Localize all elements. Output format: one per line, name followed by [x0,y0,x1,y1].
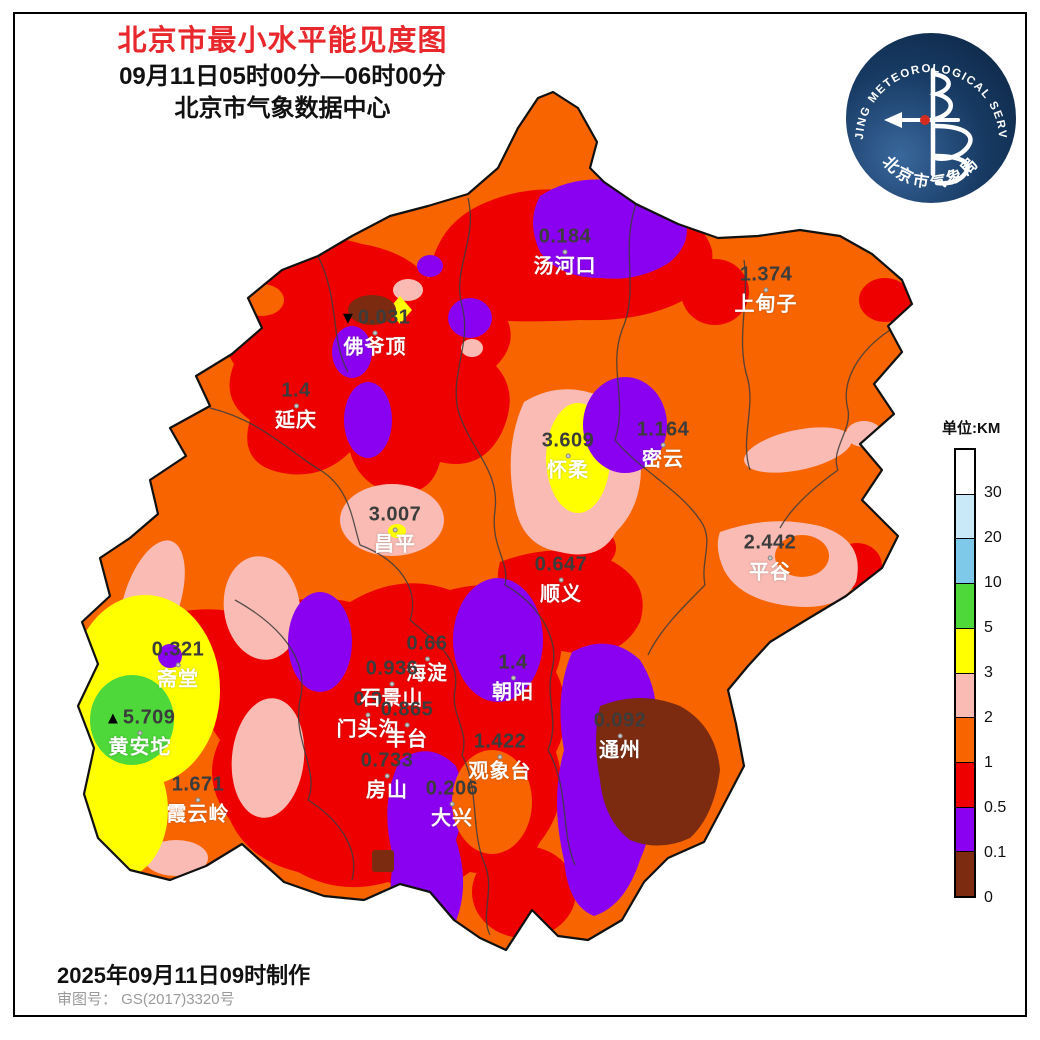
legend-unit-label: 单位:KM [942,420,1001,437]
contour-brown [348,295,720,872]
legend-segment-5 [956,584,974,629]
title-block: 北京市最小水平能见度图 09月11日05时00分—06时00分 北京市气象数据中… [60,24,505,123]
contour-patches [78,136,911,945]
bms-logo: BEIJING METEOROLOGICAL SERVICE 北京市气象局 [838,28,1016,203]
legend-segment-0.1 [956,807,974,853]
legend-tick-label: 30 [984,484,1002,501]
legend-bar [954,448,976,898]
legend-segment-10 [956,539,974,585]
legend-labels: 30 20 10 5 3 2 1 0.5 0.1 0 [984,448,1034,908]
legend-segment-3 [956,628,974,674]
legend-tick-label: 10 [984,574,1002,591]
creation-time: 2025年09月11日09时制作 [57,963,311,988]
legend-segment-0 [956,852,974,897]
legend-tick-label: 20 [984,529,1002,546]
legend-tick-label: 0.1 [984,844,1007,861]
legend-tick-label: 2 [984,709,993,726]
legend-segment-2 [956,673,974,719]
legend-tick-label: 1 [984,754,993,771]
legend-tick-label: 5 [984,619,993,636]
district-borders [209,197,891,936]
contour-green [90,675,174,765]
legend-tick-label: 3 [984,664,993,681]
logo-symbol [884,67,973,186]
time-range: 09月11日05时00分—06时00分 [119,63,446,91]
legend-segment-20 [956,494,974,540]
legend-segment-0.5 [956,762,974,808]
legend-segment-30 [956,450,974,495]
legend-segment-1 [956,718,974,763]
legend-tick-label: 0.5 [984,799,1007,816]
page-border-frame [13,12,1027,1017]
legend-tick-label: 0 [984,889,993,906]
map-approval-number: 审图号： GS(2017)3320号 [57,991,235,1008]
page-title: 北京市最小水平能见度图 [117,25,448,57]
data-source: 北京市气象数据中心 [174,94,391,122]
